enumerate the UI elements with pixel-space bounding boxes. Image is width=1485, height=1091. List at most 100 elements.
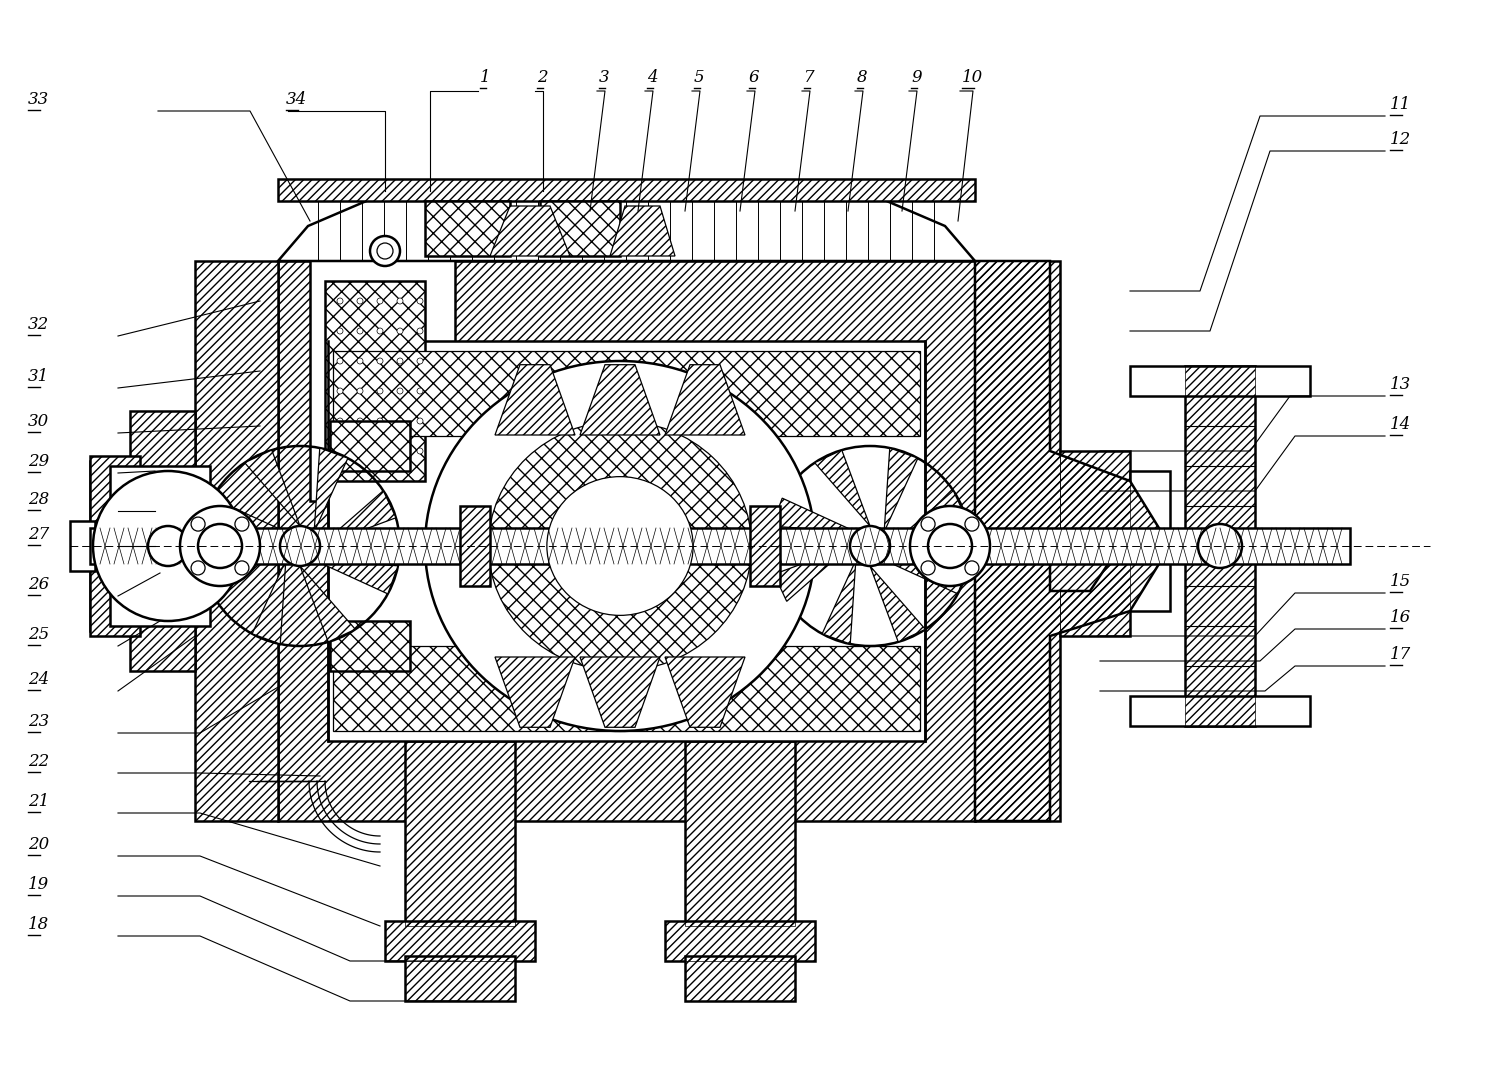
Circle shape — [370, 236, 399, 266]
Bar — [425, 201, 509, 256]
Polygon shape — [884, 448, 918, 531]
Bar — [685, 956, 794, 1002]
Polygon shape — [252, 560, 285, 644]
Text: 20: 20 — [28, 836, 49, 853]
Circle shape — [356, 298, 362, 304]
Polygon shape — [495, 364, 575, 435]
Circle shape — [281, 526, 319, 566]
Text: 30: 30 — [28, 413, 49, 430]
Text: 23: 23 — [28, 714, 49, 730]
Polygon shape — [774, 546, 849, 601]
Ellipse shape — [489, 421, 751, 671]
Bar — [333, 646, 921, 731]
Polygon shape — [890, 491, 965, 546]
Circle shape — [965, 561, 979, 575]
Circle shape — [1198, 524, 1241, 568]
Text: 8: 8 — [857, 69, 867, 86]
Circle shape — [356, 448, 362, 454]
Bar — [976, 261, 1060, 822]
Circle shape — [396, 358, 402, 364]
Bar — [405, 956, 515, 1002]
Bar — [325, 281, 425, 481]
Circle shape — [192, 517, 205, 531]
Polygon shape — [823, 560, 855, 644]
Circle shape — [417, 418, 423, 424]
Bar — [1060, 451, 1130, 636]
Circle shape — [396, 448, 402, 454]
Polygon shape — [610, 206, 676, 256]
Text: 26: 26 — [28, 576, 49, 594]
Bar — [91, 461, 131, 631]
Circle shape — [849, 526, 890, 566]
Text: 33: 33 — [28, 91, 49, 108]
Bar — [685, 956, 794, 1002]
Polygon shape — [581, 364, 659, 435]
Circle shape — [417, 298, 423, 304]
Polygon shape — [245, 451, 300, 526]
Circle shape — [396, 298, 402, 304]
Bar — [385, 921, 535, 961]
Circle shape — [235, 517, 249, 531]
Bar — [333, 351, 921, 436]
Text: 4: 4 — [647, 69, 658, 86]
Polygon shape — [815, 451, 870, 526]
Polygon shape — [300, 566, 355, 642]
Circle shape — [337, 358, 343, 364]
Circle shape — [396, 388, 402, 394]
Bar — [1130, 696, 1310, 726]
Text: 14: 14 — [1390, 416, 1411, 433]
Text: 31: 31 — [28, 368, 49, 385]
Circle shape — [377, 388, 383, 394]
Circle shape — [377, 298, 383, 304]
Polygon shape — [665, 364, 745, 435]
Text: 7: 7 — [803, 69, 815, 86]
Text: 12: 12 — [1390, 131, 1411, 148]
Text: 6: 6 — [748, 69, 760, 86]
Circle shape — [337, 418, 343, 424]
Bar — [330, 421, 410, 471]
Text: 10: 10 — [962, 69, 983, 86]
Bar — [1185, 365, 1255, 726]
Text: 19: 19 — [28, 876, 49, 894]
Text: 29: 29 — [28, 453, 49, 470]
Circle shape — [921, 561, 936, 575]
Polygon shape — [976, 261, 1170, 822]
Text: 2: 2 — [538, 69, 548, 86]
Bar — [278, 179, 976, 201]
Bar — [278, 261, 976, 822]
Polygon shape — [495, 657, 575, 728]
Bar — [195, 261, 278, 822]
Circle shape — [180, 506, 260, 586]
Bar — [405, 741, 515, 926]
Circle shape — [198, 524, 242, 568]
Bar — [460, 506, 490, 586]
Text: 11: 11 — [1390, 96, 1411, 113]
Bar — [330, 621, 410, 671]
Bar — [131, 411, 195, 671]
Polygon shape — [870, 566, 925, 642]
Circle shape — [377, 358, 383, 364]
Circle shape — [965, 517, 979, 531]
Bar — [385, 921, 535, 961]
Text: 22: 22 — [28, 753, 49, 770]
Text: 21: 21 — [28, 793, 49, 810]
Bar — [131, 411, 195, 671]
Circle shape — [910, 506, 990, 586]
Text: 32: 32 — [28, 316, 49, 333]
Text: 24: 24 — [28, 671, 49, 688]
Circle shape — [356, 388, 362, 394]
Text: 5: 5 — [693, 69, 704, 86]
Bar — [750, 506, 780, 586]
Bar — [405, 741, 515, 926]
Bar — [70, 521, 95, 571]
Polygon shape — [203, 546, 281, 601]
Polygon shape — [581, 657, 659, 728]
Bar — [685, 741, 794, 926]
Bar — [1185, 365, 1255, 726]
Text: 28: 28 — [28, 491, 49, 508]
Polygon shape — [490, 206, 570, 256]
Bar — [91, 461, 131, 631]
Circle shape — [377, 448, 383, 454]
Text: 17: 17 — [1390, 646, 1411, 663]
Bar — [310, 251, 454, 501]
